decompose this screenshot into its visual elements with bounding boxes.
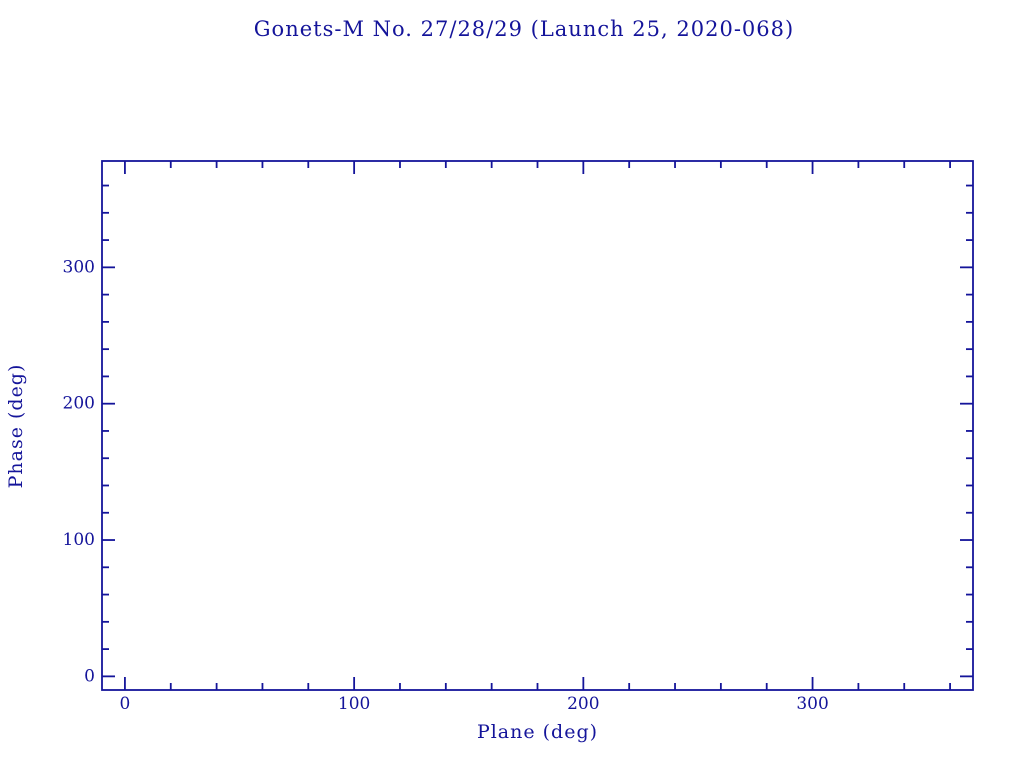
x-axis-label: Plane (deg)	[476, 721, 599, 743]
chart-title: Gonets-M No. 27/28/29 (Launch 25, 2020-0…	[253, 17, 795, 41]
x-tick-label: 100	[338, 694, 370, 714]
y-tick-label: 0	[84, 666, 95, 686]
axes-frame	[101, 160, 974, 691]
y-axis-label: Phase (deg)	[5, 363, 27, 489]
x-tick-label: 300	[796, 694, 828, 714]
x-tick-label: 0	[120, 694, 131, 714]
y-tick-label: 200	[63, 394, 95, 414]
y-tick-label: 300	[63, 257, 95, 277]
x-tick-label: 200	[567, 694, 599, 714]
y-tick-label: 100	[63, 530, 95, 550]
